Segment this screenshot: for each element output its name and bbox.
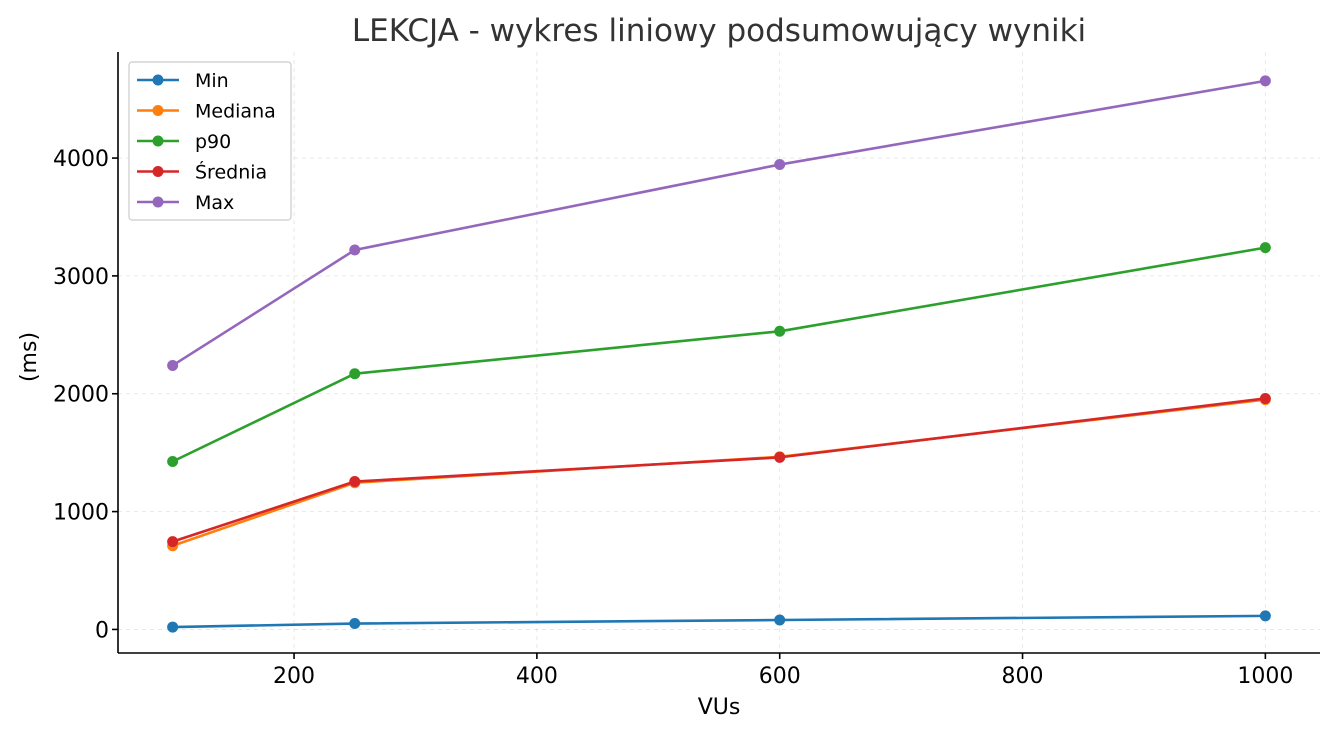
x-tick-label: 800 (1002, 664, 1044, 689)
legend-swatch-marker (152, 166, 164, 177)
legend-label: Średnia (195, 160, 267, 184)
data-point-max (349, 244, 361, 256)
x-tick-label: 400 (516, 664, 558, 689)
legend-label: Mediana (195, 101, 276, 123)
series-line-p90 (171, 246, 1267, 463)
legend-swatch-marker (152, 135, 164, 147)
series-max (167, 75, 1271, 371)
legend-item-min: Min (137, 70, 229, 92)
legend-item-max: Max (137, 192, 234, 214)
chart-title: LEKCJA - wykres liniowy podsumowujący wy… (352, 13, 1086, 49)
legend-label: Min (195, 70, 229, 92)
series-layer (167, 75, 1271, 633)
x-tick-label: 600 (759, 664, 801, 689)
data-point-min (349, 618, 361, 630)
x-axis-title: VUs (698, 695, 741, 720)
data-point-p90 (774, 325, 786, 337)
legend-swatch-marker (152, 196, 164, 208)
legend-item-mediana: Mediana (137, 101, 276, 123)
legend-swatch-marker (152, 105, 164, 116)
data-point-max (167, 359, 179, 371)
x-tick-label: 200 (273, 664, 315, 689)
series-line-mediana (171, 398, 1267, 548)
y-tick-label: 3000 (53, 265, 109, 290)
data-point-rednia (167, 536, 179, 548)
data-point-max (774, 159, 786, 171)
legend-item-p90: p90 (137, 131, 231, 153)
y-tick-label: 4000 (53, 147, 109, 172)
series-min (167, 610, 1271, 633)
legend-box (128, 61, 292, 221)
data-point-rednia (1259, 392, 1271, 404)
data-point-rednia (774, 451, 786, 463)
legend-swatch-marker (152, 74, 164, 86)
axes-layer: 200 400 600 800 1000 0 1000 2000 3000 4000 (53, 52, 1320, 689)
series-line-rednia (171, 397, 1267, 543)
series-p90 (167, 242, 1271, 468)
data-point-min (1259, 610, 1271, 622)
grid-layer (118, 52, 1320, 653)
data-point-rednia (349, 476, 361, 488)
legend-label: Max (195, 192, 234, 214)
y-tick-label: 2000 (53, 383, 109, 408)
data-point-p90 (1259, 242, 1271, 254)
series-line-max (171, 79, 1267, 367)
y-tick-label: 1000 (53, 501, 109, 526)
series-rednia (167, 392, 1271, 548)
legend-label: p90 (195, 131, 231, 153)
x-tick-label: 1000 (1237, 664, 1293, 689)
data-point-min (774, 614, 786, 626)
legend-item-rednia: Średnia (137, 160, 267, 184)
y-tick-label: 0 (95, 618, 109, 643)
data-point-p90 (167, 456, 179, 468)
data-point-p90 (349, 368, 361, 380)
data-point-max (1259, 75, 1271, 87)
data-point-min (167, 621, 179, 633)
series-line-min (171, 614, 1267, 629)
legend: Min Mediana p90 Średnia Max (128, 61, 292, 221)
y-axis-title: (ms) (17, 332, 42, 382)
